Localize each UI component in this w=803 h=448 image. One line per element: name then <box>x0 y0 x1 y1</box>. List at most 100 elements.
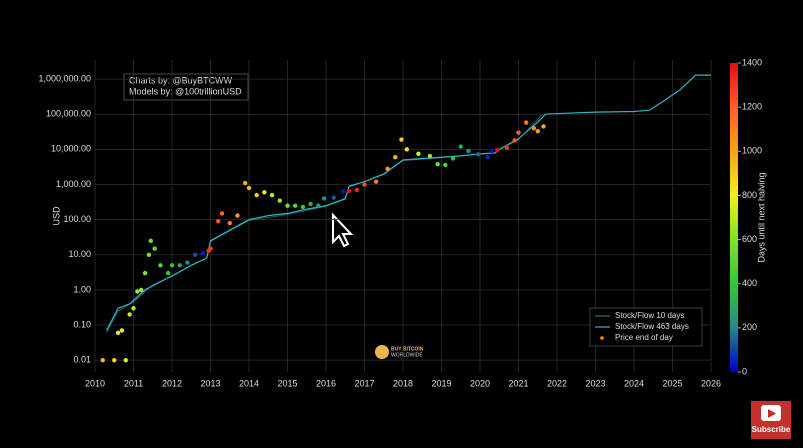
x-tick-label: 2020 <box>470 378 490 388</box>
price-point <box>227 220 232 226</box>
x-tick-label: 2018 <box>393 378 413 388</box>
y-tick-label: 1,000.00 <box>56 179 91 189</box>
x-tick-label: 2024 <box>624 378 644 388</box>
x-tick-label: 2019 <box>431 378 451 388</box>
cursor <box>332 212 354 248</box>
legend-label: Stock/Flow 10 days <box>615 311 684 320</box>
price-point <box>316 203 321 208</box>
price-point <box>300 204 306 210</box>
x-tick-label: 2021 <box>508 378 528 388</box>
price-point <box>115 330 121 336</box>
colorbar-tick-label: 600 <box>742 234 757 244</box>
price-point <box>235 213 240 218</box>
price-point <box>219 211 225 216</box>
x-tick-label: 2026 <box>701 378 721 388</box>
price-point <box>169 263 175 268</box>
price-point <box>119 328 125 333</box>
price-point <box>123 357 128 363</box>
price-point <box>321 196 327 201</box>
price-point <box>427 153 433 159</box>
price-point <box>216 219 221 224</box>
price-point <box>362 182 367 187</box>
scatter-points <box>100 120 546 363</box>
x-tick-label: 2025 <box>662 378 682 388</box>
price-point <box>100 357 105 363</box>
price-point <box>535 128 540 134</box>
colorbar-tick-label: 200 <box>742 322 757 332</box>
legend-label: Stock/Flow 463 days <box>615 322 689 331</box>
price-point <box>516 130 521 135</box>
price-point <box>346 188 352 194</box>
y-tick-label: 0.01 <box>73 355 91 365</box>
legend-label: Price end of day <box>615 333 673 342</box>
price-point <box>185 260 190 265</box>
price-point <box>475 152 481 157</box>
y-tick-label: 10,000.00 <box>51 144 91 154</box>
price-point <box>127 312 132 317</box>
logo-icon <box>375 345 389 359</box>
y-tick-label: 100,000.00 <box>46 109 91 119</box>
price-point <box>192 252 198 257</box>
subscribe-label[interactable]: Subscribe <box>752 425 791 434</box>
colorbar-tick-label: 1200 <box>742 102 762 112</box>
price-point <box>435 161 440 167</box>
price-point <box>177 263 182 268</box>
line <box>105 74 711 331</box>
price-point <box>139 287 144 293</box>
price-point <box>331 195 336 200</box>
price-point <box>399 137 404 142</box>
subscribe-button[interactable]: Subscribe <box>751 401 791 439</box>
price-point <box>242 180 248 186</box>
price-point <box>524 120 529 125</box>
price-point <box>135 289 140 294</box>
price-point <box>393 154 398 160</box>
annotation: Models by: @100trillionUSD <box>129 86 242 96</box>
y-axis-label: USD <box>51 206 61 226</box>
price-point <box>541 124 546 129</box>
price-point <box>146 252 152 257</box>
price-point <box>293 203 298 208</box>
x-tick-label: 2011 <box>124 378 143 388</box>
colorbar-title: Days until next halving <box>756 172 766 262</box>
x-tick-label: 2022 <box>547 378 567 388</box>
x-tick-label: 2014 <box>239 378 259 388</box>
price-point <box>531 126 537 131</box>
price-point <box>262 190 267 195</box>
colorbar <box>730 63 738 372</box>
price-point <box>208 246 213 251</box>
price-point <box>512 138 517 143</box>
y-tick-label: 100.00 <box>63 214 91 224</box>
x-tick-label: 2023 <box>585 378 605 388</box>
subscribe-play <box>768 409 776 418</box>
price-point <box>489 148 494 154</box>
x-tick-label: 2017 <box>354 378 374 388</box>
price-point <box>458 144 463 149</box>
price-point <box>504 145 510 151</box>
price-point <box>485 154 490 160</box>
price-point <box>495 147 500 153</box>
x-tick-label: 2013 <box>200 378 220 388</box>
price-point <box>466 148 471 154</box>
colorbar-tick-label: 0 <box>742 366 747 376</box>
price-point <box>131 306 136 311</box>
logo: BUY BITCOIN WORLDWIDE <box>375 345 424 359</box>
price-point <box>373 179 379 184</box>
colorbar-tick-label: 400 <box>742 278 757 288</box>
y-tick-label: 1,000,000.00 <box>38 73 91 83</box>
annotation-box <box>123 73 249 101</box>
price-point <box>277 198 282 203</box>
legend-swatch <box>600 336 604 340</box>
price-point <box>158 263 163 268</box>
price-point <box>112 357 117 363</box>
price-point <box>385 166 390 171</box>
price-point <box>308 201 313 207</box>
price-point <box>404 147 410 152</box>
price-point <box>148 238 154 243</box>
price-point <box>354 187 359 193</box>
y-tick-label: 10.00 <box>68 249 91 259</box>
price-point <box>246 185 252 191</box>
price-point <box>200 251 205 256</box>
price-point <box>152 246 157 251</box>
price-point <box>285 203 290 208</box>
